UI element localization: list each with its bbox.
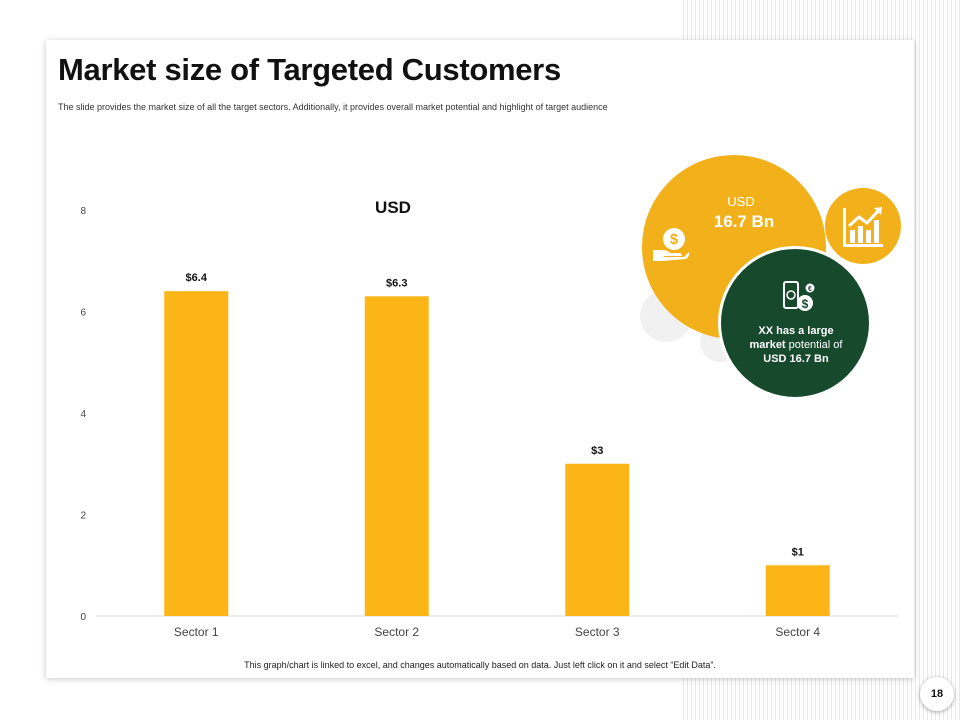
y-tick-label: 6 [80,308,86,319]
x-tick-label: Sector 4 [775,625,820,639]
bar-sector-1 [164,291,229,616]
y-tick-label: 4 [80,409,86,420]
data-label: $1 [792,546,804,558]
usd-value: 16.7 Bn [713,212,775,231]
bar-sector-4 [765,565,830,616]
data-label: $3 [591,445,603,457]
x-tick-label: Sector 3 [575,625,620,639]
potential-part4: USD 16.7 Bn [763,353,829,365]
slide-subtitle: The slide provides the market size of al… [58,102,608,112]
x-tick-label: Sector 1 [174,625,219,639]
potential-part2: market [749,339,786,351]
bar-sector-2 [364,296,429,616]
market-potential-circle [718,246,872,400]
dollar-hand-icon: $ [653,228,690,261]
growth-chart-icon [843,207,883,247]
svg-text:€: € [808,286,812,293]
usd-label: USD [727,194,755,209]
y-tick-label: 2 [80,511,86,522]
y-tick-label: 8 [80,206,86,217]
data-label: $6.4 [186,272,208,284]
data-label: $6.3 [386,277,407,289]
bar-sector-3 [565,463,630,616]
potential-part3: potential of [785,339,843,351]
y-tick-label: 0 [80,612,86,623]
chart-title: USD [375,198,411,217]
x-tick-label: Sector 2 [374,625,419,639]
slide-title: Market size of Targeted Customers [58,52,561,87]
potential-part1: XX has a large [758,325,834,337]
page-number: 18 [920,677,954,711]
footer-note: This graph/chart is linked to excel, and… [244,660,716,670]
market-potential-text: XX has a large market potential of USD 1… [736,324,856,366]
money-icon: $ € [783,281,815,311]
svg-text:$: $ [670,231,679,248]
svg-text:$: $ [802,297,809,311]
